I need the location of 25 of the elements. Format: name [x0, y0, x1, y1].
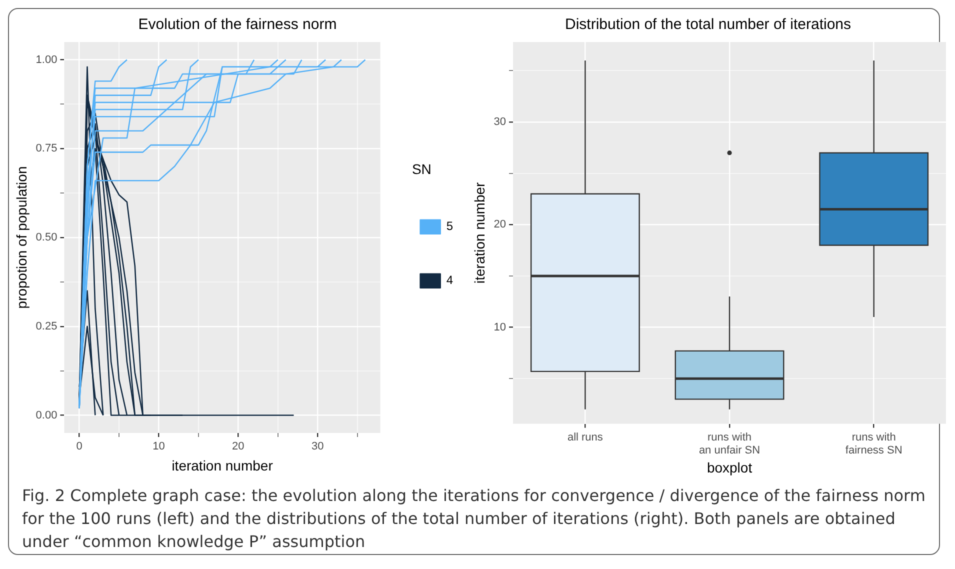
y-tick-label: 0.50: [36, 232, 58, 244]
x-tick-label: 30: [311, 440, 324, 453]
text: 0.00: [36, 409, 58, 422]
legend-label: 5: [446, 219, 454, 234]
y-tick-label: 1.00: [36, 54, 58, 66]
x-axis-title: iteration number: [172, 457, 274, 474]
y-axis-title: propotion of population: [13, 166, 30, 309]
x-axis-title: boxplot: [706, 459, 752, 476]
chart-title: Distribution of the total number of iterations: [565, 16, 851, 34]
y-tick-label: 30: [494, 116, 506, 128]
x-tick-label: all runs: [567, 431, 604, 444]
y-tick-label: 0.25: [36, 320, 58, 332]
y-tick-label: 10: [494, 321, 506, 334]
caption: Fig. 2 Complete graph case: the evolution along the iterations for convergence / divergence of the fairness norm for the 100 runs (left) and the distributions of the total number of iterations (right). Both panels are obtained under “common knowledge P” assumption: [22, 485, 926, 553]
legend-title: SN: [412, 160, 432, 177]
y-tick-label: 20: [494, 218, 506, 231]
x-tick-label: 20: [232, 440, 244, 453]
x-tick-label: runs with fairness SN: [845, 431, 902, 457]
y-axis-title: iteration number: [471, 182, 488, 284]
y-tick-label: 0.75: [36, 142, 58, 155]
legend-label: 4: [446, 273, 454, 288]
chart-title: Evolution of the fairness norm: [138, 16, 337, 34]
x-tick-label: 0: [76, 440, 82, 453]
x-tick-label: runs with an unfair SN: [698, 431, 760, 457]
x-tick-label: 10: [152, 440, 165, 453]
